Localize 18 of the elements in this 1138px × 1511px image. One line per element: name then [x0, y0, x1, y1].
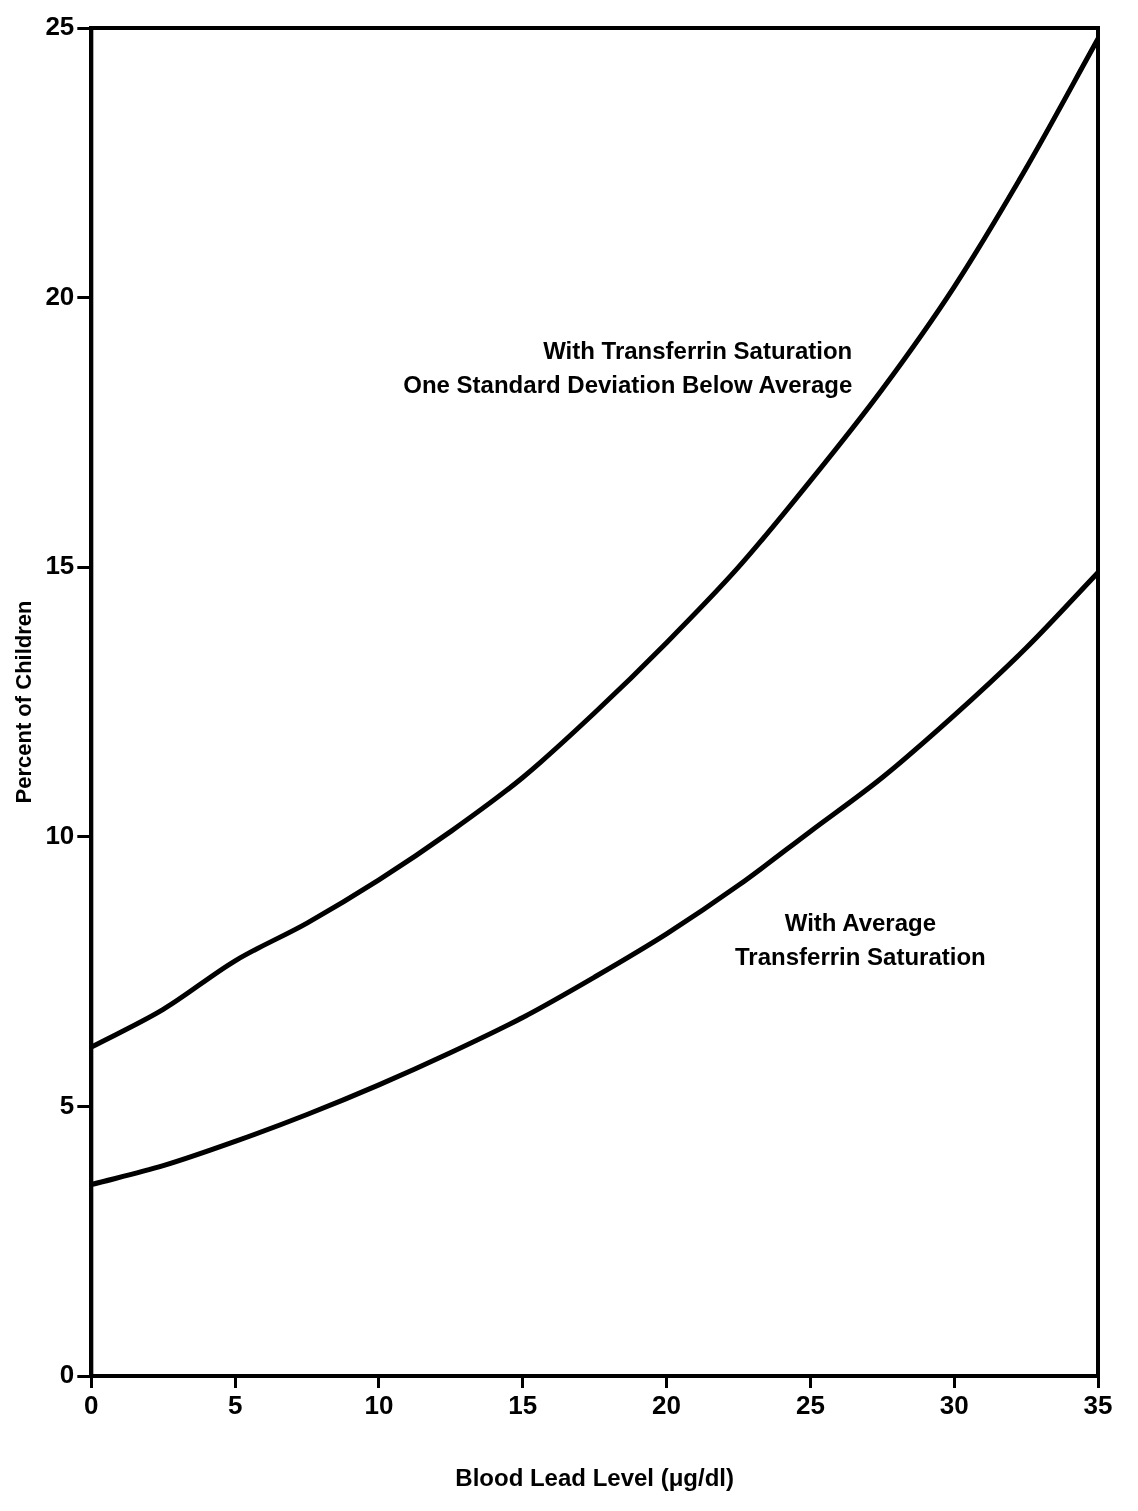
- x-tick-label: 15: [508, 1389, 538, 1420]
- series-label: With Transferrin Saturation One Standard Deviation Below Average: [403, 336, 853, 398]
- x-axis-title: Blood Lead Level (μg/dl): [455, 1464, 735, 1492]
- x-tick-label: 35: [1083, 1389, 1113, 1420]
- x-tick-label: 20: [652, 1389, 682, 1420]
- x-tick-label: 25: [795, 1389, 825, 1420]
- x-tick-label: 10: [364, 1389, 394, 1420]
- y-axis-title: Percent of Children: [11, 600, 37, 804]
- y-tick-label: 25: [45, 11, 75, 42]
- y-tick-label: 10: [45, 819, 75, 850]
- y-tick-label: 0: [59, 1359, 75, 1390]
- x-tick-label: 30: [939, 1389, 969, 1420]
- y-tick-label: 15: [45, 550, 75, 581]
- y-tick-label: 20: [45, 280, 75, 311]
- x-tick-label: 0: [84, 1389, 99, 1420]
- x-tick-label: 5: [227, 1389, 243, 1420]
- series-label: With Average Transferrin Saturation: [735, 909, 986, 971]
- y-tick-label: 5: [59, 1089, 75, 1120]
